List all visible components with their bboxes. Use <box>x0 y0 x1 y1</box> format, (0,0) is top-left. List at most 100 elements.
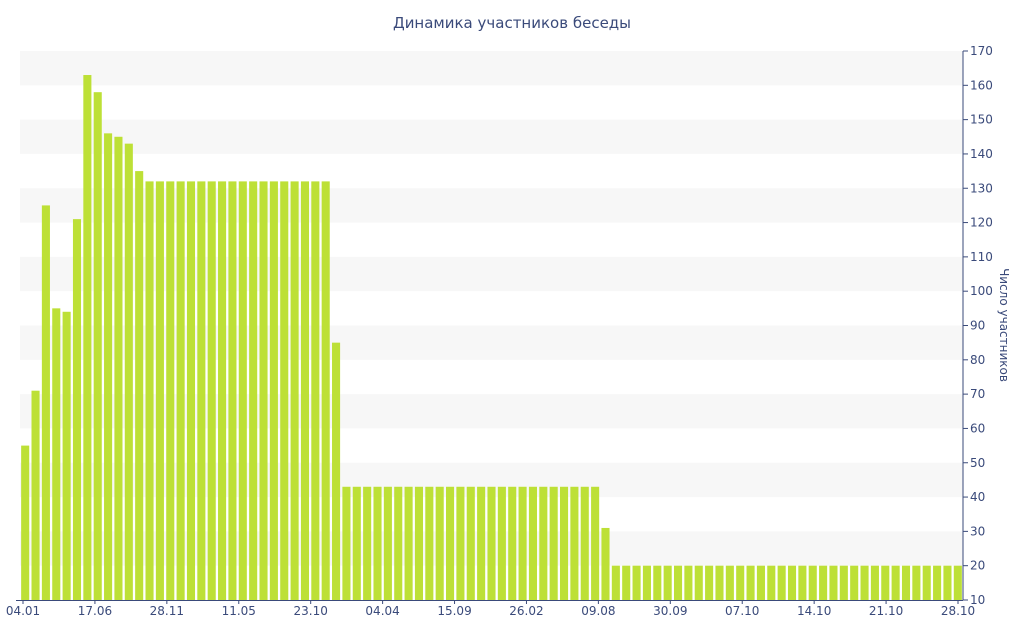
axes: 10 20 30 40 50 60 70 80 90 100 110 120 130 140 150 160 1… <box>6 44 993 618</box>
bar <box>321 181 330 600</box>
bar <box>891 565 900 600</box>
bar <box>570 486 579 600</box>
y-tick-label: 10 <box>970 593 985 607</box>
bar <box>456 486 465 600</box>
y-tick-label: 120 <box>970 216 993 230</box>
bar <box>124 143 133 601</box>
y-tick-label: 80 <box>970 353 985 367</box>
y-axis-title: Число участников <box>997 268 1011 382</box>
bar <box>300 181 310 600</box>
y-tick-label: 170 <box>970 44 993 58</box>
bar <box>72 219 82 600</box>
x-tick-label: 30.09 <box>653 604 687 618</box>
bar <box>694 565 703 600</box>
bar <box>663 565 672 600</box>
bar <box>114 136 123 600</box>
bar <box>922 565 931 600</box>
bar <box>238 181 247 600</box>
grid-band <box>20 51 963 86</box>
x-tick-label: 07.10 <box>725 604 759 618</box>
bar <box>933 565 942 600</box>
bar <box>435 486 444 600</box>
y-tick-label: 140 <box>970 147 993 161</box>
bar <box>446 486 455 600</box>
bar <box>135 171 144 600</box>
bar <box>756 565 765 600</box>
bar <box>798 565 807 600</box>
y-tick-label: 20 <box>970 559 985 573</box>
bar <box>497 486 506 600</box>
bar <box>332 342 341 600</box>
y-tick-label: 100 <box>970 284 993 298</box>
bar <box>518 486 527 600</box>
bar <box>249 181 258 600</box>
bar <box>228 181 237 600</box>
x-tick-label: 28.11 <box>150 604 184 618</box>
bar <box>176 181 185 600</box>
bar <box>259 181 268 600</box>
bar <box>839 565 848 600</box>
bar <box>394 486 403 600</box>
bar <box>269 181 278 600</box>
bar <box>62 311 71 600</box>
bar <box>466 486 475 600</box>
bar <box>31 390 40 600</box>
bar <box>104 133 113 600</box>
bar <box>145 181 154 600</box>
bar <box>808 565 817 600</box>
bar <box>611 565 620 600</box>
bar <box>373 486 382 600</box>
bar <box>736 565 745 600</box>
bar <box>197 181 206 600</box>
bar <box>673 565 683 600</box>
x-tick-label: 14.10 <box>797 604 831 618</box>
bar <box>580 486 589 600</box>
bar <box>746 565 755 600</box>
bar <box>41 205 50 600</box>
bar <box>508 486 517 600</box>
bar <box>705 565 714 600</box>
y-tick-label: 130 <box>970 181 993 195</box>
x-tick-label: 23.10 <box>294 604 328 618</box>
x-tick-label: 21.10 <box>869 604 903 618</box>
bar <box>819 565 828 600</box>
bar <box>860 565 869 600</box>
bar <box>549 486 558 600</box>
bar <box>725 565 734 600</box>
bar <box>632 565 641 600</box>
bar <box>642 565 651 600</box>
bar <box>591 486 600 600</box>
x-tick-label: 17.06 <box>78 604 112 618</box>
bar <box>155 181 164 600</box>
bar <box>207 181 216 600</box>
x-tick-label: 04.01 <box>6 604 40 618</box>
bar <box>311 181 320 600</box>
x-tick-label: 28.10 <box>941 604 975 618</box>
bar <box>342 486 351 600</box>
bar <box>559 486 569 600</box>
bar <box>787 565 797 600</box>
y-tick-label: 90 <box>970 319 985 333</box>
bar <box>166 181 175 600</box>
bar <box>870 565 879 600</box>
y-tick-label: 30 <box>970 524 985 538</box>
bar <box>363 486 372 600</box>
bar <box>52 308 61 600</box>
bar <box>93 92 102 601</box>
bar <box>218 181 227 600</box>
y-tick-label: 150 <box>970 113 993 127</box>
chart-title: Динамика участников беседы <box>393 14 631 32</box>
bar <box>383 486 392 600</box>
bar <box>425 486 434 600</box>
bar <box>601 527 610 600</box>
bar <box>653 565 662 600</box>
x-tick-label: 09.08 <box>581 604 615 618</box>
bar <box>528 486 537 600</box>
bar <box>953 565 962 600</box>
bar <box>777 565 786 600</box>
bar <box>477 486 486 600</box>
bar <box>539 486 548 600</box>
bar <box>186 181 196 600</box>
bar <box>21 445 30 600</box>
